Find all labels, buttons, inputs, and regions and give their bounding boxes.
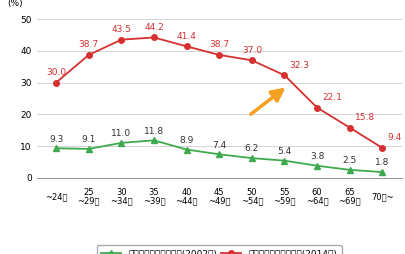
Text: 5.4: 5.4 — [277, 147, 291, 156]
Text: ~49歳: ~49歳 — [207, 196, 230, 205]
Text: 35: 35 — [148, 188, 159, 197]
Text: 43.5: 43.5 — [111, 25, 131, 34]
Text: 41.4: 41.4 — [176, 32, 196, 41]
Text: 8.9: 8.9 — [179, 136, 193, 145]
Text: 45: 45 — [213, 188, 224, 197]
Text: 9.1: 9.1 — [81, 135, 96, 144]
Text: ~24歳: ~24歳 — [45, 192, 67, 201]
Text: 50: 50 — [246, 188, 256, 197]
Text: 65: 65 — [343, 188, 354, 197]
Text: 44.2: 44.2 — [144, 23, 164, 32]
Text: 11.0: 11.0 — [111, 129, 131, 138]
Text: ~34歳: ~34歳 — [110, 196, 132, 205]
Text: 3.8: 3.8 — [309, 152, 324, 161]
Legend: 集計世帯に占める割合(2002年), 集計世帯に占める割合(2014年): 集計世帯に占める割合(2002年), 集計世帯に占める割合(2014年) — [96, 245, 341, 254]
Text: 2.5: 2.5 — [342, 156, 356, 165]
Text: ~44歳: ~44歳 — [175, 196, 197, 205]
Text: 25: 25 — [83, 188, 94, 197]
Text: 38.7: 38.7 — [79, 40, 98, 49]
Text: 70歳~: 70歳~ — [370, 192, 393, 201]
Text: 9.4: 9.4 — [386, 133, 401, 142]
Text: 30.0: 30.0 — [46, 68, 66, 77]
Text: 55: 55 — [279, 188, 289, 197]
Text: 11.8: 11.8 — [144, 126, 164, 136]
Text: 38.7: 38.7 — [209, 40, 229, 49]
Text: 37.0: 37.0 — [241, 46, 261, 55]
Text: 6.2: 6.2 — [244, 144, 258, 153]
Text: 9.3: 9.3 — [49, 135, 63, 144]
Text: ~54歳: ~54歳 — [240, 196, 262, 205]
Text: 60: 60 — [311, 188, 322, 197]
Text: 22.1: 22.1 — [321, 93, 341, 102]
Text: 1.8: 1.8 — [374, 158, 388, 167]
Text: 15.8: 15.8 — [354, 113, 374, 122]
Text: ~39歳: ~39歳 — [142, 196, 165, 205]
Text: 40: 40 — [181, 188, 192, 197]
Text: ~29歳: ~29歳 — [77, 196, 100, 205]
Text: ~69歳: ~69歳 — [338, 196, 360, 205]
Text: 7.4: 7.4 — [211, 140, 226, 150]
Text: 30: 30 — [116, 188, 126, 197]
Text: ~64歳: ~64歳 — [305, 196, 328, 205]
Text: ~59歳: ~59歳 — [273, 196, 295, 205]
Text: 32.3: 32.3 — [289, 60, 309, 70]
Text: (%): (%) — [7, 0, 23, 8]
